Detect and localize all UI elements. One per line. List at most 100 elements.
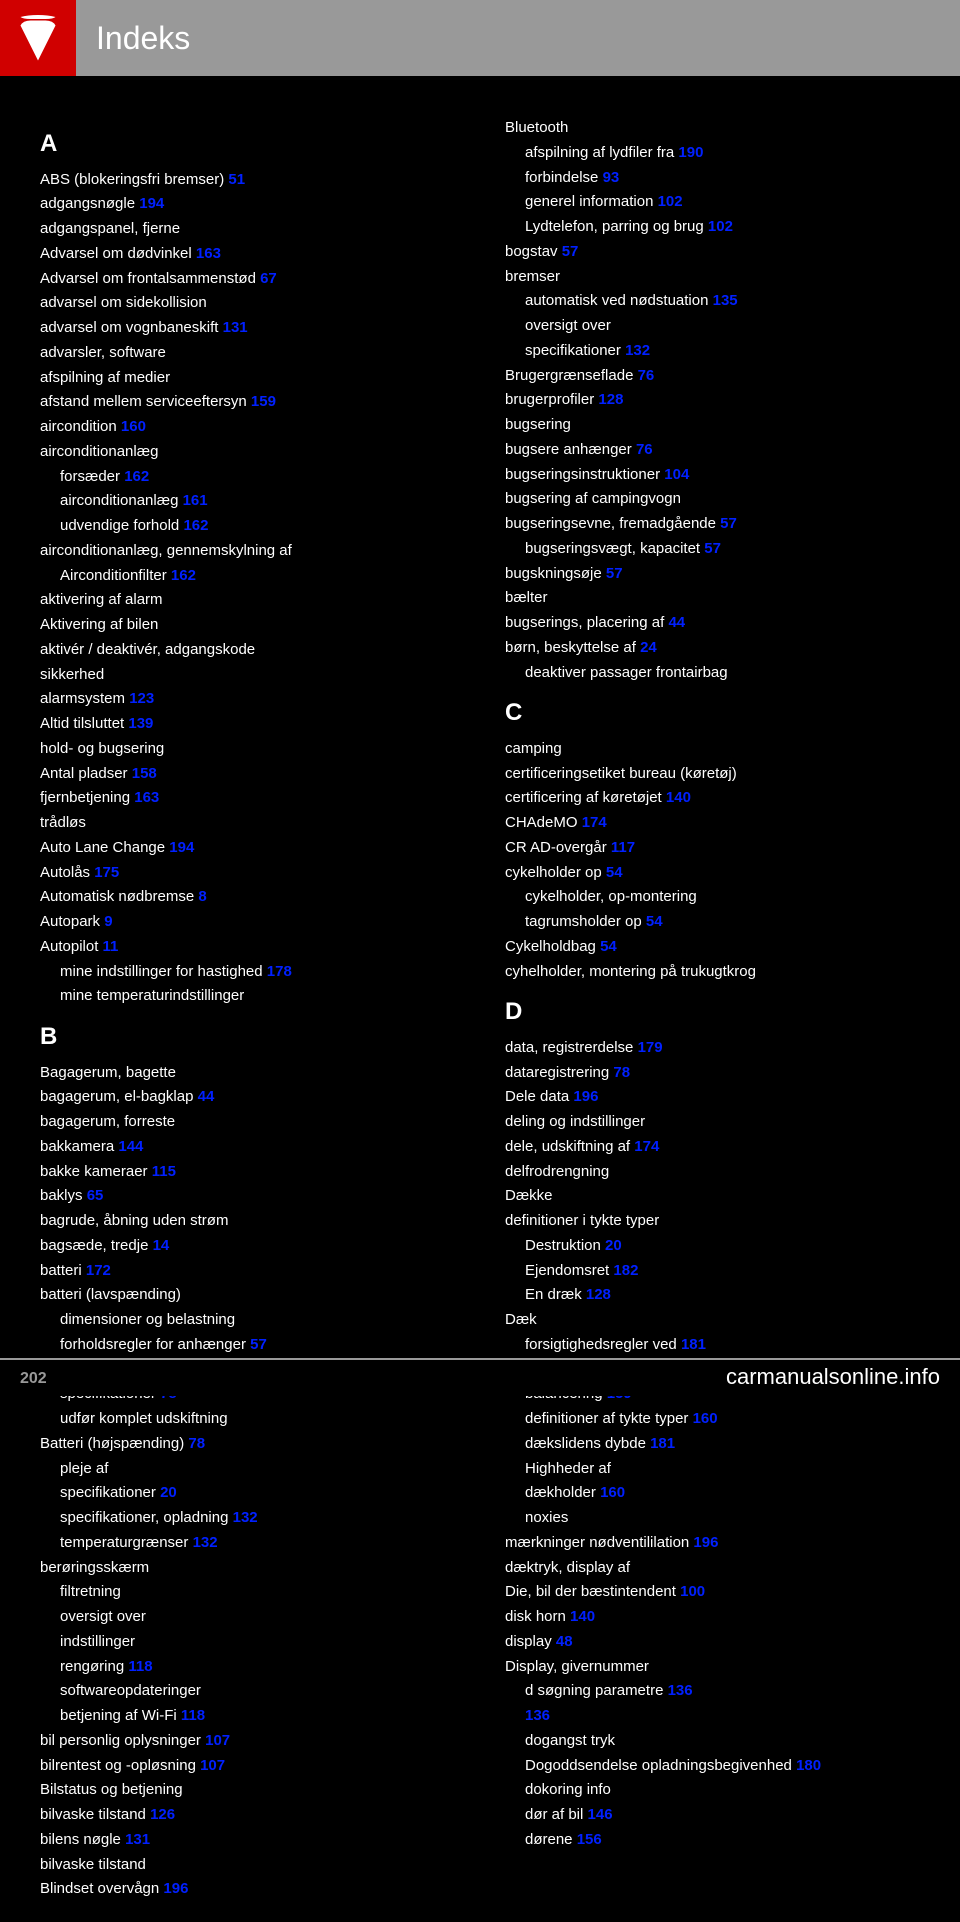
entry-text: adgangsnøgle (40, 195, 135, 212)
entry-text: mine temperaturindstillinger (60, 987, 244, 1004)
page-link[interactable]: 172 (86, 1262, 111, 1279)
page-link[interactable]: 14 (153, 1237, 170, 1254)
index-entry: Die, bil der bæstintendent 100 (505, 1580, 940, 1605)
page-link[interactable]: 160 (693, 1410, 718, 1427)
page-link[interactable]: 57 (704, 540, 721, 557)
page-link[interactable]: 139 (128, 715, 153, 732)
page-link[interactable]: 160 (600, 1484, 625, 1501)
page-link[interactable]: 65 (87, 1187, 104, 1204)
page-link[interactable]: 140 (570, 1608, 595, 1625)
page-link[interactable]: 136 (525, 1707, 550, 1724)
page-link[interactable]: 136 (668, 1682, 693, 1699)
page-link[interactable]: 76 (638, 367, 655, 384)
page-link[interactable]: 126 (150, 1806, 175, 1823)
index-entry: bagrude, åbning uden strøm (40, 1209, 475, 1234)
index-entry: delfrodrengning (505, 1160, 940, 1185)
page-link[interactable]: 160 (121, 418, 146, 435)
page-link[interactable]: 107 (205, 1732, 230, 1749)
page-link[interactable]: 196 (163, 1880, 188, 1897)
page-link[interactable]: 9 (104, 913, 112, 930)
page-link[interactable]: 144 (118, 1138, 143, 1155)
page-link[interactable]: 51 (228, 171, 245, 188)
page-link[interactable]: 132 (193, 1534, 218, 1551)
page-link[interactable]: 54 (646, 913, 663, 930)
page-link[interactable]: 174 (582, 814, 607, 831)
entry-text: aktivering af alarm (40, 591, 163, 608)
page-link[interactable]: 174 (634, 1138, 659, 1155)
page-link[interactable]: 117 (611, 839, 635, 856)
entry-text: Altid tilsluttet (40, 715, 124, 732)
page-link[interactable]: 162 (124, 468, 149, 485)
page-link[interactable]: 20 (160, 1484, 177, 1501)
page-link[interactable]: 115 (152, 1163, 176, 1180)
page-link[interactable]: 20 (605, 1237, 622, 1254)
entry-text: Autopark (40, 913, 100, 930)
page-link[interactable]: 181 (650, 1435, 675, 1452)
page-link[interactable]: 190 (678, 144, 703, 161)
page-link[interactable]: 100 (680, 1583, 705, 1600)
page-link[interactable]: 54 (606, 864, 623, 881)
page-link[interactable]: 159 (251, 393, 276, 410)
entry-text: automatisk ved nødstuation (525, 292, 708, 309)
page-link[interactable]: 48 (556, 1633, 573, 1650)
page-link[interactable]: 140 (666, 789, 691, 806)
page-link[interactable]: 132 (625, 342, 650, 359)
page-link[interactable]: 135 (713, 292, 738, 309)
page-link[interactable]: 162 (183, 517, 208, 534)
entry-text: cyhelholder, montering på trukugtkrog (505, 963, 756, 980)
entry-text: specifikationer, opladning (60, 1509, 228, 1526)
page-link[interactable]: 194 (169, 839, 194, 856)
page-link[interactable]: 161 (183, 492, 208, 509)
page-link[interactable]: 118 (128, 1658, 152, 1675)
page-link[interactable]: 57 (562, 243, 579, 260)
page-link[interactable]: 132 (233, 1509, 258, 1526)
page-link[interactable]: 78 (188, 1435, 205, 1452)
page-link[interactable]: 128 (598, 391, 623, 408)
entry-text: generel information (525, 193, 653, 210)
page-link[interactable]: 163 (134, 789, 159, 806)
entry-text: Automatisk nødbremse (40, 888, 194, 905)
page-link[interactable]: 44 (198, 1088, 215, 1105)
page-link[interactable]: 107 (200, 1757, 225, 1774)
page-link[interactable]: 93 (603, 169, 620, 186)
page-link[interactable]: 158 (132, 765, 157, 782)
page-link[interactable]: 156 (577, 1831, 602, 1848)
page-link[interactable]: 182 (613, 1262, 638, 1279)
page-link[interactable]: 178 (267, 963, 292, 980)
index-entry: bakkamera 144 (40, 1135, 475, 1160)
page-link[interactable]: 11 (103, 938, 119, 955)
page-link[interactable]: 181 (681, 1336, 706, 1353)
entry-text: Dæk (505, 1311, 537, 1328)
page-link[interactable]: 123 (129, 690, 154, 707)
page-link[interactable]: 131 (125, 1831, 150, 1848)
page-link[interactable]: 44 (668, 614, 685, 631)
entry-text: pleje af (60, 1460, 108, 1477)
page-link[interactable]: 76 (636, 441, 653, 458)
page-link[interactable]: 78 (613, 1064, 630, 1081)
page-link[interactable]: 196 (693, 1534, 718, 1551)
page-link[interactable]: 57 (250, 1336, 267, 1353)
page-link[interactable]: 57 (606, 565, 623, 582)
page-link[interactable]: 179 (638, 1039, 663, 1056)
page-link[interactable]: 131 (223, 319, 248, 336)
entry-text: dæktryk, display af (505, 1559, 630, 1576)
page-link[interactable]: 118 (181, 1707, 205, 1724)
page-link[interactable]: 54 (600, 938, 617, 955)
page-link[interactable]: 194 (139, 195, 164, 212)
page-link[interactable]: 196 (573, 1088, 598, 1105)
page-link[interactable]: 146 (588, 1806, 613, 1823)
entry-text: Bluetooth (505, 119, 568, 136)
page-link[interactable]: 163 (196, 245, 221, 262)
page-link[interactable]: 57 (720, 515, 737, 532)
page-link[interactable]: 102 (708, 218, 733, 235)
page-link[interactable]: 180 (796, 1757, 821, 1774)
page-link[interactable]: 104 (664, 466, 689, 483)
page-link[interactable]: 162 (171, 567, 196, 584)
page-link[interactable]: 24 (640, 639, 657, 656)
page-link[interactable]: 175 (94, 864, 119, 881)
index-entry: En dræk 128 (505, 1283, 940, 1308)
page-link[interactable]: 102 (658, 193, 683, 210)
page-link[interactable]: 128 (586, 1286, 611, 1303)
page-link[interactable]: 8 (198, 888, 206, 905)
page-link[interactable]: 67 (260, 270, 277, 287)
